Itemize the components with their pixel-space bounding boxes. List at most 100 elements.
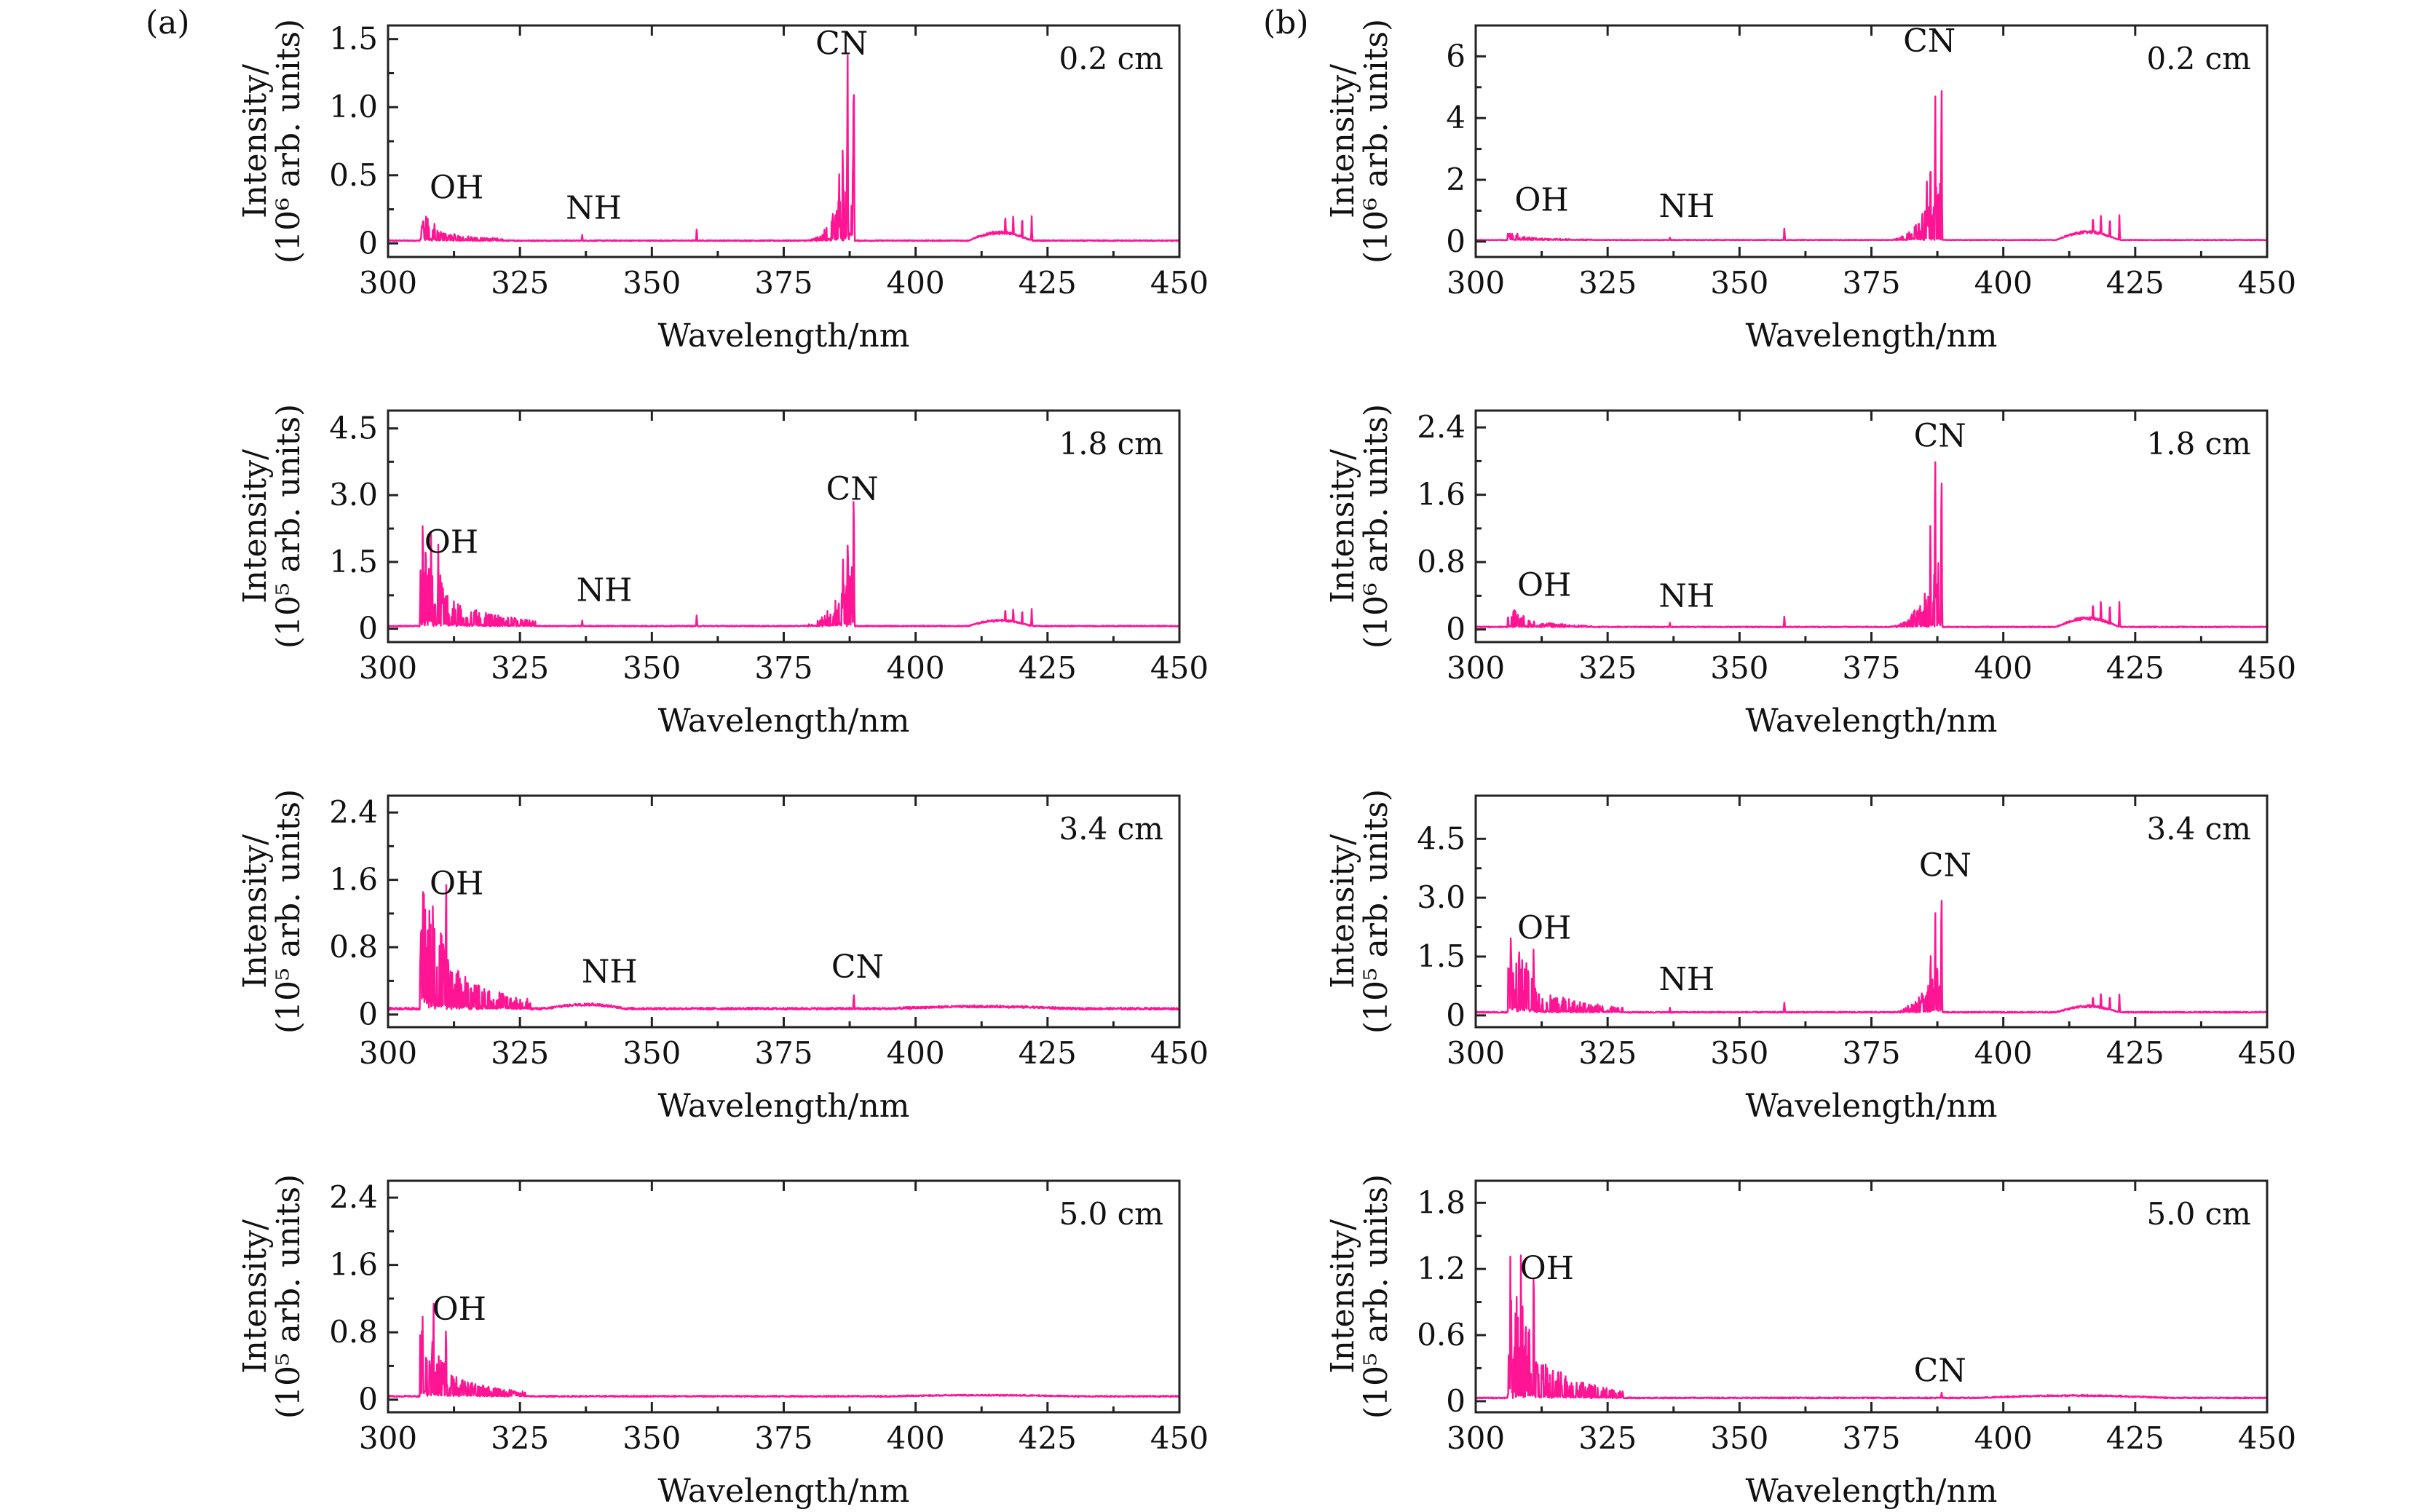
x-tick-label: 350 <box>1710 1420 1768 1456</box>
spectrum-trace <box>1475 1254 2268 1400</box>
y-axis-title: Intensity/ <box>1324 64 1361 218</box>
y-axis-unit: (10⁵ arb. units) <box>1358 1174 1395 1419</box>
y-axis-unit: (10⁶ arb. units) <box>1358 404 1395 649</box>
peak-annotation-cn: CN <box>1903 23 1955 60</box>
y-axis-unit: (10⁵ arb. units) <box>270 789 307 1034</box>
y-axis-unit: (10⁵ arb. units) <box>270 1174 307 1419</box>
x-tick-label: 325 <box>1578 650 1637 686</box>
y-tick-label: 6 <box>1446 38 1466 74</box>
spectrum-plot-b2: 300 325 350 375 400 425 450 0 0.8 1.6 2.4 Wavelengt… <box>1324 404 2296 740</box>
x-tick-label: 325 <box>1578 1035 1637 1071</box>
x-tick-label: 350 <box>1710 265 1768 301</box>
y-tick-label: 0 <box>1446 997 1466 1033</box>
peak-annotation-cn: CN <box>1919 847 1972 884</box>
spectrum-trace <box>1475 900 2269 1014</box>
spectrum-plot-a2: 300 325 350 375 400 425 450 0 1.5 3.0 4.5 Wavelengt… <box>237 404 1209 740</box>
spectrum-plot-a1: 300 325 350 375 400 425 450 0 0.5 1.0 1.5 Wavelengt… <box>237 19 1209 355</box>
peak-annotation-oh: OH <box>430 170 483 207</box>
panel-label-b: (b) <box>1263 4 1309 41</box>
spectrum-plot-a3: 300 325 350 375 400 425 450 0 0.8 1.6 2.4 Wavelengt… <box>237 789 1209 1125</box>
peak-annotation-oh: OH <box>424 524 478 561</box>
x-tick-label: 425 <box>2106 650 2164 686</box>
y-axis-title: Intensity/ <box>1324 1219 1361 1374</box>
x-tick-label: 450 <box>1150 650 1209 686</box>
y-tick-label: 0 <box>1446 611 1466 647</box>
y-axis-title: Intensity/ <box>1324 834 1361 989</box>
peak-annotation-oh: OH <box>1517 566 1571 603</box>
y-tick-label: 2.4 <box>329 794 378 830</box>
x-tick-label: 375 <box>1842 265 1900 301</box>
peak-annotation-nh: NH <box>1658 961 1715 998</box>
x-tick-label: 425 <box>1019 1035 1077 1071</box>
x-tick-label: 300 <box>1447 265 1505 301</box>
y-tick-label: 4.5 <box>329 410 378 446</box>
y-axis-unit: (10⁵ arb. units) <box>1358 789 1395 1034</box>
x-tick-label: 450 <box>1150 1035 1209 1071</box>
y-tick-label: 3.0 <box>1417 879 1466 915</box>
peak-annotation-nh: NH <box>577 572 633 609</box>
x-tick-label: 400 <box>1974 650 2033 686</box>
x-tick-label: 325 <box>491 265 549 301</box>
x-tick-label: 425 <box>2106 1420 2164 1456</box>
x-tick-label: 375 <box>1842 1420 1900 1456</box>
x-tick-label: 300 <box>359 1420 417 1456</box>
x-tick-label: 375 <box>754 1420 812 1456</box>
distance-label: 5.0 cm <box>2147 1196 2252 1232</box>
y-tick-label: 1.2 <box>1417 1251 1466 1286</box>
x-tick-label: 325 <box>491 1420 549 1456</box>
peak-annotation-cn: CN <box>815 25 868 62</box>
x-tick-label: 325 <box>1578 265 1637 301</box>
x-tick-label: 300 <box>359 1035 417 1071</box>
x-tick-label: 425 <box>1019 265 1077 301</box>
y-axis-title: Intensity/ <box>237 449 274 603</box>
peak-annotation-nh: NH <box>1658 577 1715 614</box>
spectrum-trace <box>387 501 1181 628</box>
y-tick-label: 0 <box>358 1382 378 1417</box>
y-axis-title: Intensity/ <box>237 1219 274 1374</box>
x-axis-title: Wavelength/nm <box>657 317 909 355</box>
x-tick-label: 400 <box>887 1420 945 1456</box>
y-tick-label: 1.5 <box>329 21 378 57</box>
x-tick-label: 400 <box>1974 1035 2033 1071</box>
y-tick-label: 0.6 <box>1417 1317 1466 1353</box>
x-axis-title: Wavelength/nm <box>1745 1473 1997 1510</box>
x-tick-label: 450 <box>1150 265 1209 301</box>
distance-label: 1.8 cm <box>1059 426 1164 462</box>
x-tick-label: 375 <box>1842 1035 1900 1071</box>
x-tick-label: 350 <box>1710 650 1768 686</box>
spectrum-plot-b3: 300 325 350 375 400 425 450 0 1.5 3.0 4.5 Wavelengt… <box>1324 789 2296 1125</box>
peak-annotation-oh: OH <box>1514 181 1568 218</box>
x-axis-title: Wavelength/nm <box>657 1088 909 1125</box>
spectrum-plot-b4: 300 325 350 375 400 425 450 0 0.6 1.2 1.8 Wavelengt… <box>1324 1174 2296 1510</box>
x-tick-label: 300 <box>1447 650 1505 686</box>
x-tick-label: 300 <box>1447 1420 1505 1456</box>
x-tick-label: 350 <box>1710 1035 1768 1071</box>
x-tick-label: 400 <box>1974 265 2033 301</box>
peak-annotation-nh: NH <box>1658 188 1715 225</box>
y-tick-label: 2.4 <box>1417 409 1466 445</box>
peak-annotation-oh: OH <box>1517 910 1571 947</box>
spectrum-trace <box>387 1302 1181 1398</box>
x-tick-label: 325 <box>491 1035 549 1071</box>
peak-annotation-cn: CN <box>1914 1353 1966 1390</box>
peak-annotation-oh: OH <box>1520 1250 1574 1287</box>
x-axis-title: Wavelength/nm <box>657 1473 909 1510</box>
y-tick-label: 2 <box>1446 162 1466 197</box>
x-tick-label: 375 <box>1842 650 1900 686</box>
x-tick-label: 375 <box>754 265 812 301</box>
x-tick-label: 350 <box>622 265 681 301</box>
peak-annotation-oh: OH <box>430 865 483 902</box>
distance-label: 5.0 cm <box>1059 1196 1164 1232</box>
x-tick-label: 425 <box>1019 650 1077 686</box>
x-tick-label: 400 <box>887 650 945 686</box>
x-tick-label: 350 <box>622 1420 681 1456</box>
y-tick-label: 0.8 <box>1417 544 1466 579</box>
x-tick-label: 400 <box>887 1035 945 1071</box>
y-tick-label: 2.4 <box>329 1179 378 1215</box>
distance-label: 1.8 cm <box>2147 426 2252 462</box>
x-tick-label: 325 <box>491 650 549 686</box>
distance-label: 0.2 cm <box>1059 41 1164 76</box>
distance-label: 0.2 cm <box>2147 41 2252 76</box>
y-tick-label: 1.5 <box>329 544 378 579</box>
